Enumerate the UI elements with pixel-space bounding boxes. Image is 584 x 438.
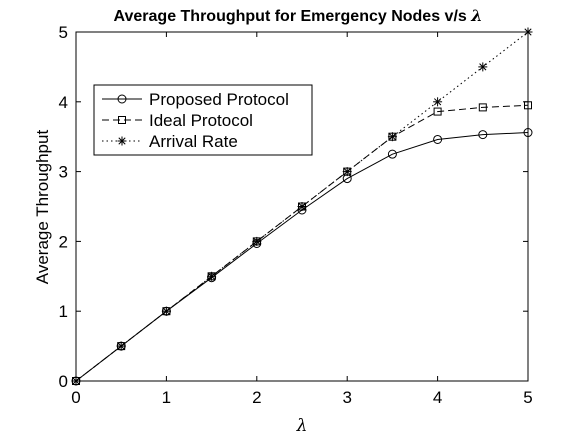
y-tick-label: 2 — [59, 232, 68, 251]
legend: Proposed Protocol Ideal Protocol Arrival R… — [93, 84, 313, 156]
chart-title: Average Throughput for Emergency Nodes v… — [114, 6, 483, 25]
series-line-proposed-protocol — [75, 132, 529, 382]
chart-title-symbol: λ — [470, 6, 482, 25]
x-axis-label: λ — [296, 416, 308, 436]
legend-label-proposed-protocol: Proposed Protocol — [149, 90, 289, 109]
data-point-proposed-protocol — [523, 128, 533, 138]
x-tick-label: 5 — [523, 388, 532, 407]
y-tick-label: 1 — [59, 302, 68, 321]
data-point-proposed-protocol — [71, 376, 81, 386]
data-point-ideal-protocol — [524, 101, 532, 110]
data-point-proposed-protocol — [252, 238, 262, 248]
data-point-arrival-rate — [478, 62, 488, 72]
x-tick-label: 0 — [71, 388, 80, 407]
y-axis-label: Average Throughput — [33, 130, 52, 285]
data-point-proposed-protocol — [387, 149, 397, 159]
legend-marker-proposed-protocol — [117, 94, 127, 104]
axes-box — [75, 31, 529, 382]
data-point-arrival-rate — [523, 27, 533, 37]
legend-marker-ideal-protocol — [118, 116, 126, 124]
y-tick-label: 0 — [59, 372, 68, 391]
chart-title-text: Average Throughput for Emergency Nodes v… — [114, 8, 467, 25]
data-point-proposed-protocol — [297, 205, 307, 215]
x-tick-label: 4 — [433, 388, 442, 407]
legend-marker-arrival-rate — [117, 136, 127, 146]
x-tick-label: 2 — [252, 388, 261, 407]
x-tick-label: 3 — [342, 388, 351, 407]
data-point-ideal-protocol — [433, 107, 442, 116]
data-point-proposed-protocol — [342, 174, 352, 184]
y-tick-label: 5 — [59, 23, 68, 42]
y-tick-label: 3 — [59, 163, 68, 182]
plot-area: 0 1 2 3 4 5 0 1 2 3 4 5 — [59, 23, 533, 407]
legend-label-arrival-rate: Arrival Rate — [149, 132, 238, 151]
x-tick-label: 1 — [162, 388, 171, 407]
data-point-proposed-protocol — [161, 306, 171, 316]
data-point-ideal-protocol — [388, 132, 397, 141]
series-line-ideal-protocol — [75, 104, 529, 382]
data-point-proposed-protocol — [207, 273, 217, 283]
data-point-ideal-protocol — [343, 167, 352, 176]
legend-label-ideal-protocol: Ideal Protocol — [149, 111, 253, 130]
legend-box — [93, 84, 313, 156]
data-point-proposed-protocol — [433, 134, 443, 144]
y-tick-label: 4 — [59, 93, 68, 112]
data-point-arrival-rate — [433, 97, 443, 107]
data-point-proposed-protocol — [478, 130, 488, 140]
data-point-proposed-protocol — [116, 341, 126, 351]
data-point-ideal-protocol — [478, 103, 487, 112]
